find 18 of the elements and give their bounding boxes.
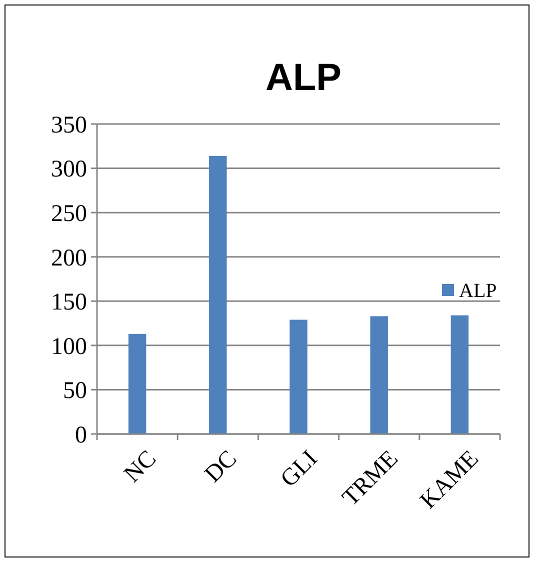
chart-title: ALP bbox=[266, 57, 342, 99]
y-tick-label: 50 bbox=[63, 378, 87, 404]
bar bbox=[450, 315, 469, 434]
y-tick-label: 300 bbox=[51, 156, 87, 183]
y-tick-label: 150 bbox=[51, 290, 87, 316]
y-tick-label: 0 bbox=[75, 422, 87, 448]
y-tick-label: 200 bbox=[51, 245, 87, 272]
legend-label: ALP bbox=[459, 280, 497, 302]
bar bbox=[290, 320, 308, 434]
bar bbox=[209, 156, 227, 434]
y-tick-label: 100 bbox=[51, 334, 87, 360]
bar bbox=[128, 334, 146, 434]
x-tick-label: DC bbox=[200, 446, 242, 488]
x-tick-label: NC bbox=[119, 446, 162, 488]
bar bbox=[370, 316, 388, 434]
y-tick-label: 350 bbox=[51, 112, 87, 138]
x-tick-label: GLI bbox=[276, 446, 323, 492]
y-tick-label: 250 bbox=[51, 200, 87, 227]
